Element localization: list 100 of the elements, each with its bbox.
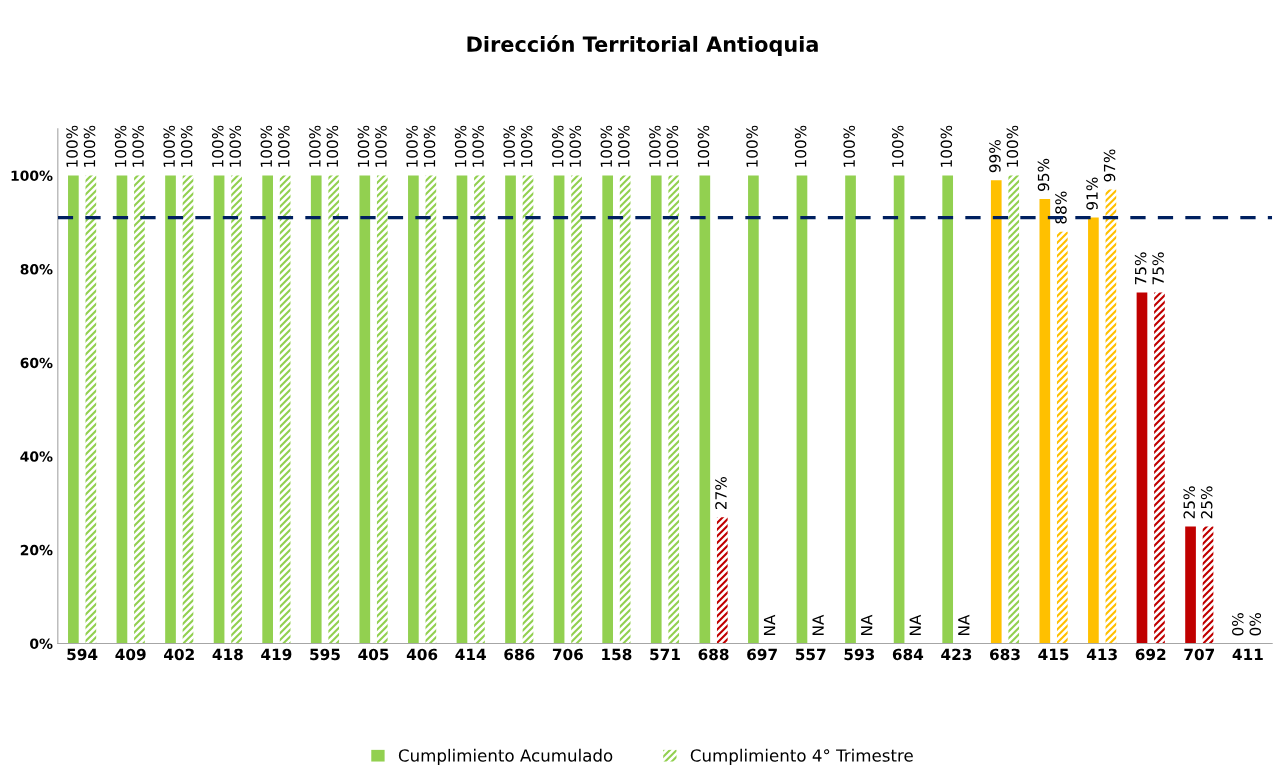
chart-title: Dirección Territorial Antioquia — [467, 35, 818, 57]
bar — [1056, 231, 1068, 644]
bar — [845, 175, 856, 644]
data-label: 100% — [649, 125, 661, 167]
data-label: 100% — [569, 125, 582, 167]
bar — [68, 175, 79, 644]
bar — [1202, 526, 1214, 644]
y-tick-label: 40% — [20, 451, 53, 462]
data-label: 100% — [746, 125, 758, 167]
data-label: 100% — [114, 125, 127, 167]
x-tick-label: 415 — [1038, 648, 1069, 661]
x-tick-label: 684 — [892, 648, 924, 661]
data-label: 100% — [326, 125, 339, 167]
data-label: 100% — [1006, 125, 1019, 167]
bar — [425, 175, 437, 644]
x-tick-label: 419 — [261, 648, 292, 661]
x-tick-label: 413 — [1086, 648, 1117, 661]
data-label: 0% — [1232, 613, 1244, 636]
y-tick-label: 80% — [20, 264, 53, 275]
data-label: 100% — [83, 125, 96, 167]
x-tick-label: 158 — [602, 648, 632, 661]
x-tick-label: 405 — [358, 648, 389, 661]
bar — [553, 175, 565, 644]
legend-label: Cumplimiento 4° Trimestre — [690, 748, 913, 765]
x-tick-label: 688 — [698, 648, 729, 661]
bar — [262, 175, 273, 644]
bar — [474, 175, 485, 644]
bar — [1154, 292, 1165, 644]
bar — [1008, 175, 1020, 644]
text: NA — [958, 614, 970, 635]
x-tick-label: 418 — [212, 648, 243, 661]
bar — [650, 175, 662, 644]
data-label: 100% — [454, 125, 467, 167]
data-label: 100% — [375, 125, 387, 167]
bar — [1105, 189, 1117, 644]
text: NA — [909, 614, 921, 635]
bar — [456, 175, 468, 644]
bar — [1088, 217, 1099, 644]
bar — [116, 175, 128, 644]
y-tick-label: 20% — [20, 544, 53, 556]
data-label: 100% — [309, 125, 321, 167]
x-tick-label: 557 — [795, 648, 826, 661]
bar — [279, 175, 291, 644]
bar — [213, 175, 225, 644]
data-label: 100% — [278, 125, 290, 167]
x-tick-label: 593 — [844, 648, 875, 661]
data-label: 100% — [794, 125, 807, 167]
x-tick-label: 686 — [504, 648, 535, 661]
text: NA — [861, 614, 873, 635]
legend-label: Cumplimiento Acumulado — [398, 748, 613, 765]
bar — [748, 175, 759, 644]
x-tick-label: 406 — [406, 648, 438, 661]
x-tick-label: 594 — [67, 648, 98, 661]
bar — [716, 517, 728, 644]
x-tick-label: 423 — [941, 648, 972, 661]
text: NA — [812, 614, 824, 635]
bar — [328, 175, 340, 644]
bar — [310, 175, 322, 644]
bar — [893, 175, 905, 644]
data-label: 100% — [600, 125, 613, 167]
bar — [571, 175, 582, 644]
bar — [602, 175, 614, 644]
bar — [505, 175, 516, 644]
data-label: 100% — [666, 125, 679, 167]
data-label: 100% — [357, 125, 370, 167]
data-label: 100% — [163, 125, 175, 167]
bar — [408, 175, 419, 644]
data-label: 100% — [520, 125, 533, 167]
data-label: 100% — [472, 125, 484, 167]
data-label: 100% — [618, 125, 630, 167]
bar — [522, 175, 534, 644]
data-label: 25% — [1200, 486, 1213, 519]
x-tick-label: 683 — [990, 648, 1020, 661]
data-label: 100% — [132, 125, 144, 167]
bar — [231, 175, 242, 644]
bar — [990, 180, 1002, 644]
bar — [796, 175, 808, 644]
bar — [165, 175, 176, 644]
bar — [699, 175, 711, 644]
text: NA — [763, 614, 776, 635]
bar — [1185, 526, 1196, 644]
bar — [668, 175, 680, 644]
x-tick-label: 595 — [310, 648, 340, 661]
x-tick-label: 409 — [115, 648, 146, 661]
data-label: 75% — [1134, 252, 1147, 285]
x-tick-label: 411 — [1232, 648, 1263, 660]
data-label: 75% — [1152, 252, 1164, 285]
data-label: 91% — [1086, 177, 1098, 210]
data-label: 100% — [260, 125, 273, 167]
bar — [1039, 198, 1051, 644]
y-tick-label: 100% — [11, 170, 53, 181]
data-label: 100% — [229, 125, 242, 167]
data-label: 0% — [1249, 613, 1262, 636]
data-label: 100% — [503, 125, 515, 167]
y-tick-label: 0% — [30, 638, 53, 649]
data-label: 100% — [211, 125, 224, 167]
bar — [942, 175, 954, 644]
data-label: 27% — [715, 477, 727, 509]
bar — [376, 175, 388, 644]
data-label: 25% — [1183, 486, 1195, 519]
